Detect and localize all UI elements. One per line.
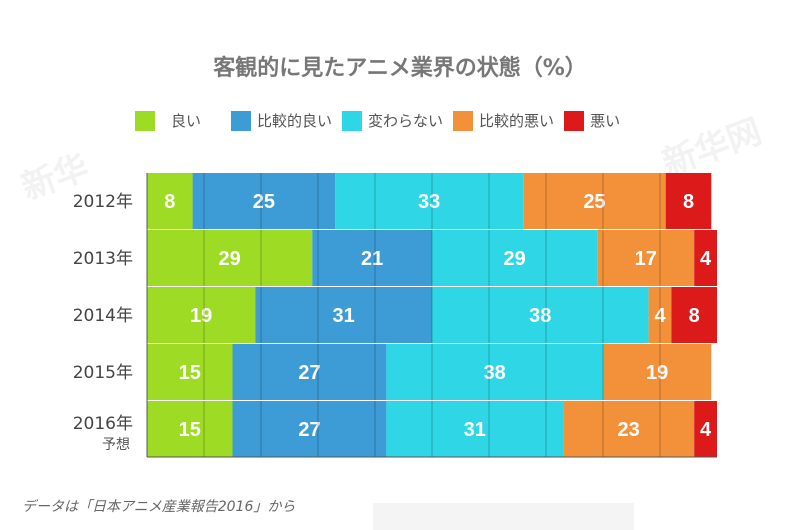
data-label: 8 <box>683 191 694 213</box>
data-label: 4 <box>654 305 666 327</box>
category-sublabel: 予想 <box>102 437 130 453</box>
legend-item: 良い <box>135 110 201 131</box>
legend-label: 比較的良い <box>257 112 333 130</box>
data-label: 31 <box>464 419 486 441</box>
bar-segment <box>255 287 432 343</box>
data-label: 4 <box>700 419 712 441</box>
legend-swatch <box>231 110 252 131</box>
data-label: 25 <box>253 191 275 213</box>
bar-segment <box>192 173 336 229</box>
bar-segment <box>147 344 233 400</box>
legend: 良い 比較的良い 変わらない 比較的悪い 悪い <box>135 110 630 131</box>
category-label: 2016年 <box>73 414 133 434</box>
bar-segment <box>147 173 193 229</box>
bar-segment <box>312 230 432 286</box>
bar-segment <box>147 401 233 457</box>
bar-segment <box>563 401 695 457</box>
category-label: 2013年 <box>73 249 133 269</box>
bar-segment <box>603 344 712 400</box>
data-label: 25 <box>583 191 605 213</box>
category-label: 2012年 <box>73 192 133 212</box>
footnote: データは「日本アニメ産業報告2016」から <box>22 499 296 515</box>
category-label: 2015年 <box>73 363 133 383</box>
legend-swatch <box>564 110 585 131</box>
data-label: 23 <box>618 419 640 441</box>
bar-segment <box>147 287 256 343</box>
legend-swatch <box>135 110 155 131</box>
data-label: 21 <box>361 248 383 270</box>
data-label: 27 <box>298 419 320 441</box>
bar-segment <box>597 230 695 286</box>
legend-swatch <box>453 110 474 131</box>
legend-label: 変わらない <box>368 112 444 130</box>
bar-segment <box>523 173 666 229</box>
data-label: 29 <box>504 248 526 270</box>
data-label: 27 <box>298 362 320 384</box>
bar-segment <box>232 344 387 400</box>
bar-segment <box>432 287 649 343</box>
data-label: 38 <box>529 305 551 327</box>
data-label: 8 <box>689 305 700 327</box>
bar-segment <box>386 401 564 457</box>
legend-item: 悪い <box>564 110 620 131</box>
bar-segment <box>694 230 717 286</box>
data-label: 31 <box>333 305 355 327</box>
bar-segment <box>335 173 524 229</box>
bar-segment <box>432 230 598 286</box>
legend-label: 比較的悪い <box>479 112 555 130</box>
legend-item: 比較的悪い <box>453 110 554 131</box>
chart-title: 客観的に見たアニメ業界の状態（%） <box>213 56 587 81</box>
category-label: 2014年 <box>73 306 133 326</box>
data-label: 29 <box>219 248 241 270</box>
data-label: 38 <box>484 362 506 384</box>
bar-segment <box>232 401 387 457</box>
data-label: 19 <box>646 362 668 384</box>
legend-label: 良い <box>171 112 202 130</box>
data-label: 15 <box>179 362 201 384</box>
bar-segment <box>147 230 313 286</box>
bar-segment <box>671 287 717 343</box>
data-label: 15 <box>179 419 201 441</box>
data-label: 17 <box>635 248 657 270</box>
bar-segment <box>386 344 603 400</box>
bar-segment <box>665 173 712 229</box>
legend-label: 悪い <box>590 112 621 130</box>
data-label: 19 <box>190 305 212 327</box>
bar-segment <box>648 287 672 343</box>
data-label: 33 <box>418 191 440 213</box>
legend-item: 変わらない <box>342 110 443 131</box>
data-label: 4 <box>700 248 712 270</box>
legend-swatch <box>342 110 363 131</box>
legend-item: 比較的良い <box>231 110 332 131</box>
data-label: 8 <box>164 191 175 213</box>
bar-segment <box>694 401 717 457</box>
gray-block <box>373 503 634 530</box>
